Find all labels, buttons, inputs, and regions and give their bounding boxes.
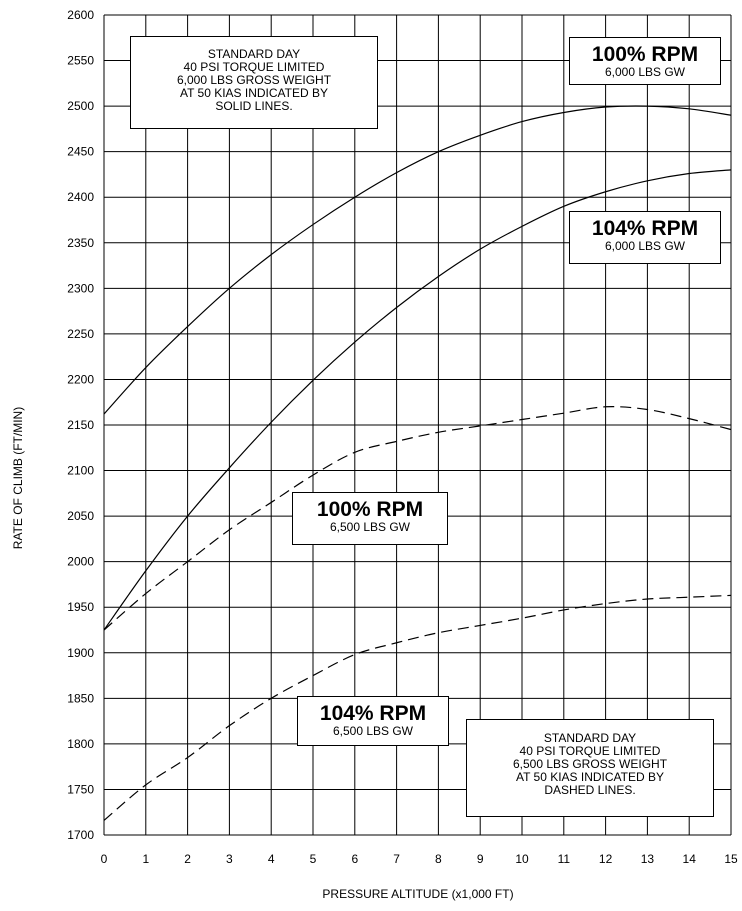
note-solid-line-1: STANDARD DAY	[207, 47, 301, 61]
y-axis-title: RATE OF CLIMB (FT/MIN)	[11, 407, 25, 549]
note-dashed-line-3: 6,500 LBS GROSS WEIGHT	[512, 757, 668, 771]
x-tick-label-7: 7	[393, 852, 400, 866]
x-tick-label-9: 9	[477, 852, 484, 866]
x-tick-label-2: 2	[184, 852, 191, 866]
note-solid-lines: STANDARD DAY 40 PSI TORQUE LIMITED 6,000…	[130, 36, 378, 129]
y-tick-label-9: 2150	[67, 418, 94, 432]
y-tick-label-18: 2600	[67, 8, 94, 22]
y-tick-label-7: 2050	[67, 509, 94, 523]
y-tick-label-8: 2100	[67, 464, 94, 478]
label-104rpm-6000-title: 104% RPM	[591, 217, 699, 240]
x-tick-label-1: 1	[142, 852, 149, 866]
note-solid-line-4: AT 50 KIAS INDICATED BY	[179, 86, 329, 100]
note-dashed-line-1: STANDARD DAY	[543, 731, 637, 745]
label-104rpm-6000-sub: 6,000 LBS GW	[604, 239, 686, 253]
label-100rpm-6500-sub: 6,500 LBS GW	[329, 520, 411, 534]
label-104rpm-6500: 104% RPM 6,500 LBS GW	[297, 696, 449, 746]
note-solid-line-5: SOLID LINES.	[215, 99, 293, 113]
x-tick-label-12: 12	[599, 852, 613, 866]
ticks: 0 1 2 3 4 5 6 7 8 9 10 11 12 13 14 15170017501800185019…	[67, 8, 738, 866]
x-axis-title: PRESSURE ALTITUDE (x1,000 FT)	[322, 887, 513, 901]
label-100rpm-6000: 100% RPM 6,000 LBS GW	[569, 37, 721, 85]
y-tick-label-4: 1900	[67, 646, 94, 660]
x-tick-label-10: 10	[515, 852, 529, 866]
y-tick-label-15: 2450	[67, 145, 94, 159]
x-tick-label-6: 6	[351, 852, 358, 866]
note-dashed-line-2: 40 PSI TORQUE LIMITED	[519, 744, 661, 758]
label-104rpm-6500-sub: 6,500 LBS GW	[332, 724, 414, 738]
note-dashed-lines: STANDARD DAY 40 PSI TORQUE LIMITED 6,500…	[466, 719, 714, 817]
x-tick-label-3: 3	[226, 852, 233, 866]
x-tick-label-11: 11	[558, 852, 571, 866]
y-tick-label-16: 2500	[67, 99, 94, 113]
label-104rpm-6000: 104% RPM 6,000 LBS GW	[569, 211, 721, 264]
y-tick-label-6: 2000	[67, 555, 94, 569]
grid	[103, 14, 732, 836]
curve-rpm100-6000	[103, 105, 732, 415]
y-tick-label-0: 1700	[67, 828, 94, 842]
curve-rpm104-6000	[103, 169, 732, 631]
y-tick-label-14: 2400	[67, 190, 94, 204]
x-tick-label-14: 14	[683, 852, 697, 866]
note-dashed-line-5: DASHED LINES.	[544, 783, 636, 797]
x-tick-label-5: 5	[310, 852, 317, 866]
x-tick-label-13: 13	[641, 852, 655, 866]
y-tick-label-11: 2250	[67, 327, 94, 341]
y-tick-label-12: 2300	[67, 281, 94, 295]
x-tick-label-8: 8	[435, 852, 442, 866]
y-tick-label-2: 1800	[67, 737, 94, 751]
y-tick-label-13: 2350	[67, 236, 94, 250]
x-tick-label-4: 4	[268, 852, 275, 866]
label-100rpm-6500: 100% RPM 6,500 LBS GW	[292, 492, 448, 545]
y-tick-label-17: 2550	[67, 54, 94, 68]
curves	[103, 105, 732, 821]
curve-rpm100-6500	[103, 406, 732, 631]
y-tick-label-1: 1750	[67, 782, 94, 796]
x-tick-label-0: 0	[101, 852, 108, 866]
note-dashed-line-4: AT 50 KIAS INDICATED BY	[515, 770, 665, 784]
label-100rpm-6000-sub: 6,000 LBS GW	[604, 65, 686, 79]
label-100rpm-6000-title: 100% RPM	[591, 43, 699, 66]
y-tick-label-10: 2200	[67, 372, 94, 386]
y-tick-label-3: 1850	[67, 691, 94, 705]
label-104rpm-6500-title: 104% RPM	[319, 702, 427, 725]
x-tick-label-15: 15	[724, 852, 738, 866]
label-100rpm-6500-title: 100% RPM	[316, 498, 424, 521]
y-tick-label-5: 1950	[67, 600, 94, 614]
note-solid-line-3: 6,000 LBS GROSS WEIGHT	[176, 73, 332, 87]
curve-rpm104-6500	[103, 594, 732, 821]
note-solid-line-2: 40 PSI TORQUE LIMITED	[183, 60, 325, 74]
